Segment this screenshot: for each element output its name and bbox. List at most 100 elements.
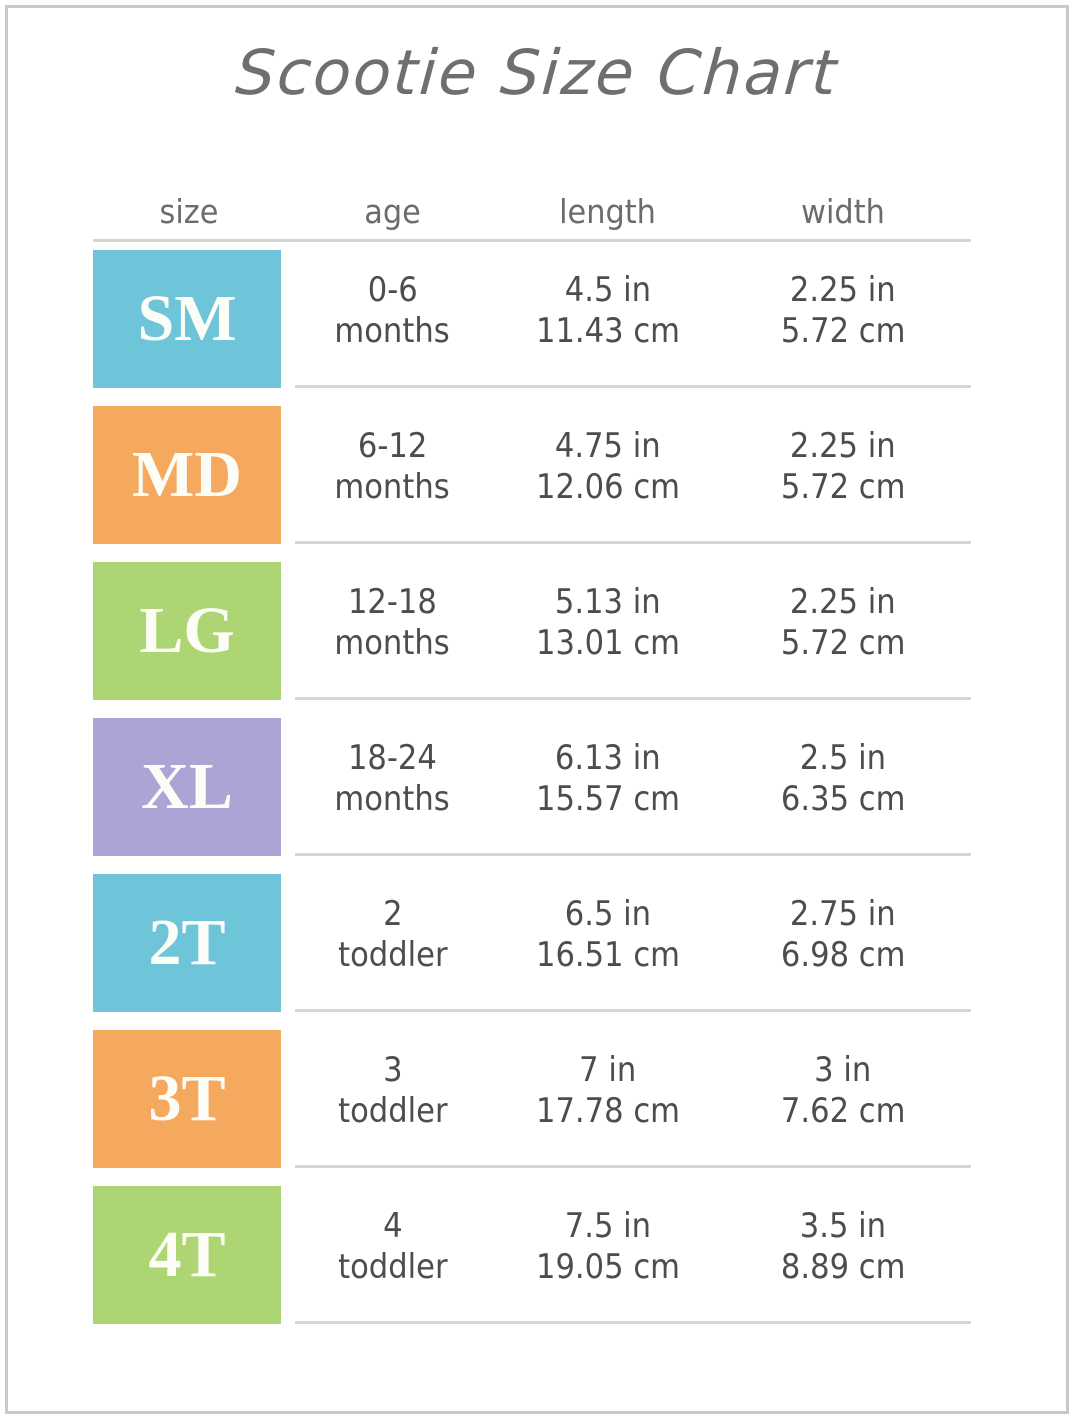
table-row: 4T 4 toddler 7.5 in 19.05 cm 3.5 in 8.89 cm [93, 1178, 971, 1334]
size-label: 4T [148, 1218, 226, 1291]
size-cell: MD [93, 398, 285, 554]
length-cell-secondary: 15.57 cm [535, 779, 680, 820]
table-row: MD 6-12 months 4.75 in 12.06 cm 2.25 in 5.72 c… [93, 398, 971, 554]
length-cell-primary: 4.5 in [564, 270, 651, 310]
size-label: 3T [148, 1062, 226, 1135]
age-cell: 4 toddler [285, 1178, 500, 1334]
length-cell: 4.5 in 11.43 cm [500, 242, 715, 398]
row-divider [295, 1321, 971, 1324]
width-cell-secondary: 6.35 cm [780, 779, 906, 820]
size-swatch: XL [93, 718, 281, 856]
age-cell-secondary: months [334, 623, 451, 664]
size-label: XL [141, 750, 233, 823]
age-cell-secondary: months [334, 467, 451, 508]
length-cell-secondary: 12.06 cm [535, 467, 680, 508]
age-cell: 0-6 months [285, 242, 500, 398]
table-row: XL 18-24 months 6.13 in 15.57 cm 2.5 in 6.35 c… [93, 710, 971, 866]
length-cell-secondary: 19.05 cm [535, 1247, 680, 1288]
age-cell-primary: 12-18 [348, 582, 437, 622]
column-header-length: length [559, 192, 656, 231]
width-cell-primary: 3 in [814, 1050, 872, 1090]
width-cell-secondary: 7.62 cm [780, 1091, 906, 1132]
length-cell-primary: 6.5 in [564, 894, 651, 934]
length-cell-primary: 5.13 in [554, 582, 661, 622]
size-swatch: 3T [93, 1030, 281, 1168]
age-cell: 6-12 months [285, 398, 500, 554]
age-cell-secondary: toddler [337, 1247, 448, 1288]
size-cell: XL [93, 710, 285, 866]
row-divider [295, 697, 971, 700]
age-cell-primary: 4 [382, 1206, 403, 1246]
age-cell-secondary: toddler [337, 935, 448, 976]
row-divider [295, 541, 971, 544]
length-cell-secondary: 16.51 cm [535, 935, 680, 976]
row-divider [295, 385, 971, 388]
length-cell-secondary: 13.01 cm [535, 623, 680, 664]
length-cell-primary: 7.5 in [564, 1206, 651, 1246]
size-label: LG [139, 594, 235, 667]
width-cell: 2.75 in 6.98 cm [715, 866, 971, 1022]
length-cell-secondary: 17.78 cm [535, 1091, 680, 1132]
size-cell: LG [93, 554, 285, 710]
table-body: SM 0-6 months 4.5 in 11.43 cm 2.25 in 5.72 cm M… [93, 242, 971, 1334]
column-header-width: width [801, 192, 885, 231]
header-divider [93, 239, 971, 242]
size-label: MD [132, 438, 242, 511]
size-label: 2T [148, 906, 226, 979]
size-cell: 3T [93, 1022, 285, 1178]
width-cell-primary: 2.25 in [790, 270, 896, 310]
size-cell: 4T [93, 1178, 285, 1334]
size-swatch: MD [93, 406, 281, 544]
width-cell: 3.5 in 8.89 cm [715, 1178, 971, 1334]
length-cell: 7.5 in 19.05 cm [500, 1178, 715, 1334]
age-cell: 3 toddler [285, 1022, 500, 1178]
width-cell-primary: 2.25 in [790, 582, 896, 622]
size-cell: 2T [93, 866, 285, 1022]
age-cell: 18-24 months [285, 710, 500, 866]
age-cell-primary: 18-24 [348, 738, 437, 778]
size-swatch: 2T [93, 874, 281, 1012]
size-swatch: 4T [93, 1186, 281, 1324]
width-cell-secondary: 6.98 cm [780, 935, 906, 976]
row-divider [295, 1165, 971, 1168]
size-label: SM [137, 282, 237, 355]
size-swatch: SM [93, 250, 281, 388]
width-cell-secondary: 5.72 cm [780, 467, 906, 508]
column-header-size: size [159, 192, 219, 231]
column-header-age: age [364, 192, 421, 231]
width-cell-primary: 2.25 in [790, 426, 896, 466]
length-cell: 6.5 in 16.51 cm [500, 866, 715, 1022]
width-cell-primary: 2.5 in [799, 738, 887, 778]
width-cell-secondary: 5.72 cm [780, 623, 906, 664]
width-cell: 3 in 7.62 cm [715, 1022, 971, 1178]
age-cell-primary: 6-12 [357, 426, 428, 466]
length-cell: 5.13 in 13.01 cm [500, 554, 715, 710]
table-row: LG 12-18 months 5.13 in 13.01 cm 2.25 in 5.72 … [93, 554, 971, 710]
length-cell-primary: 6.13 in [554, 738, 661, 778]
age-cell-secondary: months [334, 779, 451, 820]
age-cell: 2 toddler [285, 866, 500, 1022]
age-cell-secondary: toddler [337, 1091, 448, 1132]
table-header-row: size age length width [93, 168, 971, 228]
width-cell: 2.25 in 5.72 cm [715, 554, 971, 710]
age-cell-primary: 0-6 [367, 270, 418, 310]
width-cell: 2.5 in 6.35 cm [715, 710, 971, 866]
length-cell: 7 in 17.78 cm [500, 1022, 715, 1178]
width-cell-primary: 2.75 in [790, 894, 896, 934]
age-cell: 12-18 months [285, 554, 500, 710]
length-cell-secondary: 11.43 cm [535, 311, 680, 352]
width-cell-secondary: 5.72 cm [780, 311, 906, 352]
size-cell: SM [93, 242, 285, 398]
length-cell-primary: 4.75 in [554, 426, 661, 466]
width-cell-secondary: 8.89 cm [780, 1247, 906, 1288]
page-title: Scootie Size Chart [233, 36, 841, 109]
age-cell-primary: 3 [382, 1050, 403, 1090]
width-cell: 2.25 in 5.72 cm [715, 398, 971, 554]
age-cell-secondary: months [334, 311, 451, 352]
width-cell: 2.25 in 5.72 cm [715, 242, 971, 398]
table-row: 3T 3 toddler 7 in 17.78 cm 3 in 7.62 cm [93, 1022, 971, 1178]
row-divider [295, 853, 971, 856]
length-cell: 6.13 in 15.57 cm [500, 710, 715, 866]
length-cell-primary: 7 in [578, 1050, 637, 1090]
